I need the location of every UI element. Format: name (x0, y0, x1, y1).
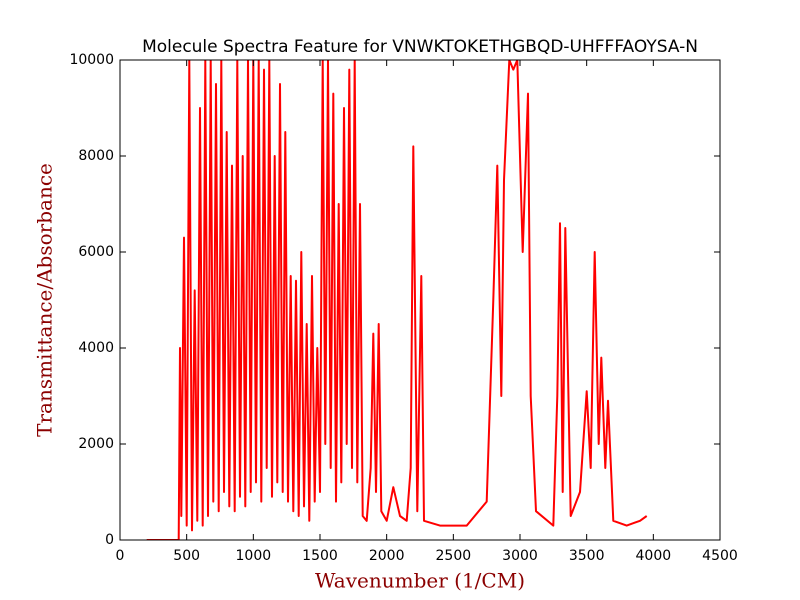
x-tick-label: 1000 (236, 548, 272, 564)
y-axis-label: Transmittance/Absorbance (33, 163, 57, 437)
y-tick-label: 10000 (69, 52, 114, 68)
x-tick-label: 3000 (502, 548, 538, 564)
x-tick-label: 500 (173, 548, 200, 564)
x-tick-label: 1500 (302, 548, 338, 564)
x-tick-label: 4500 (702, 548, 738, 564)
y-tick-label: 4000 (78, 340, 114, 356)
y-tick-label: 8000 (78, 148, 114, 164)
y-tick-label: 0 (105, 532, 114, 548)
x-tick-label: 2000 (369, 548, 405, 564)
chart-title: Molecule Spectra Feature for VNWKTOKETHG… (142, 37, 698, 57)
x-tick-label: 4000 (636, 548, 672, 564)
x-axis-label: Wavenumber (1/CM) (315, 569, 525, 593)
spectrum-line (146, 60, 648, 540)
axes-frame (119, 59, 721, 541)
plot-area (146, 60, 648, 540)
x-tick-label: 0 (116, 548, 125, 564)
x-tick-label: 3500 (569, 548, 605, 564)
y-tick-label: 6000 (78, 244, 114, 260)
x-tick-label: 2500 (436, 548, 472, 564)
y-tick-label: 2000 (78, 436, 114, 452)
